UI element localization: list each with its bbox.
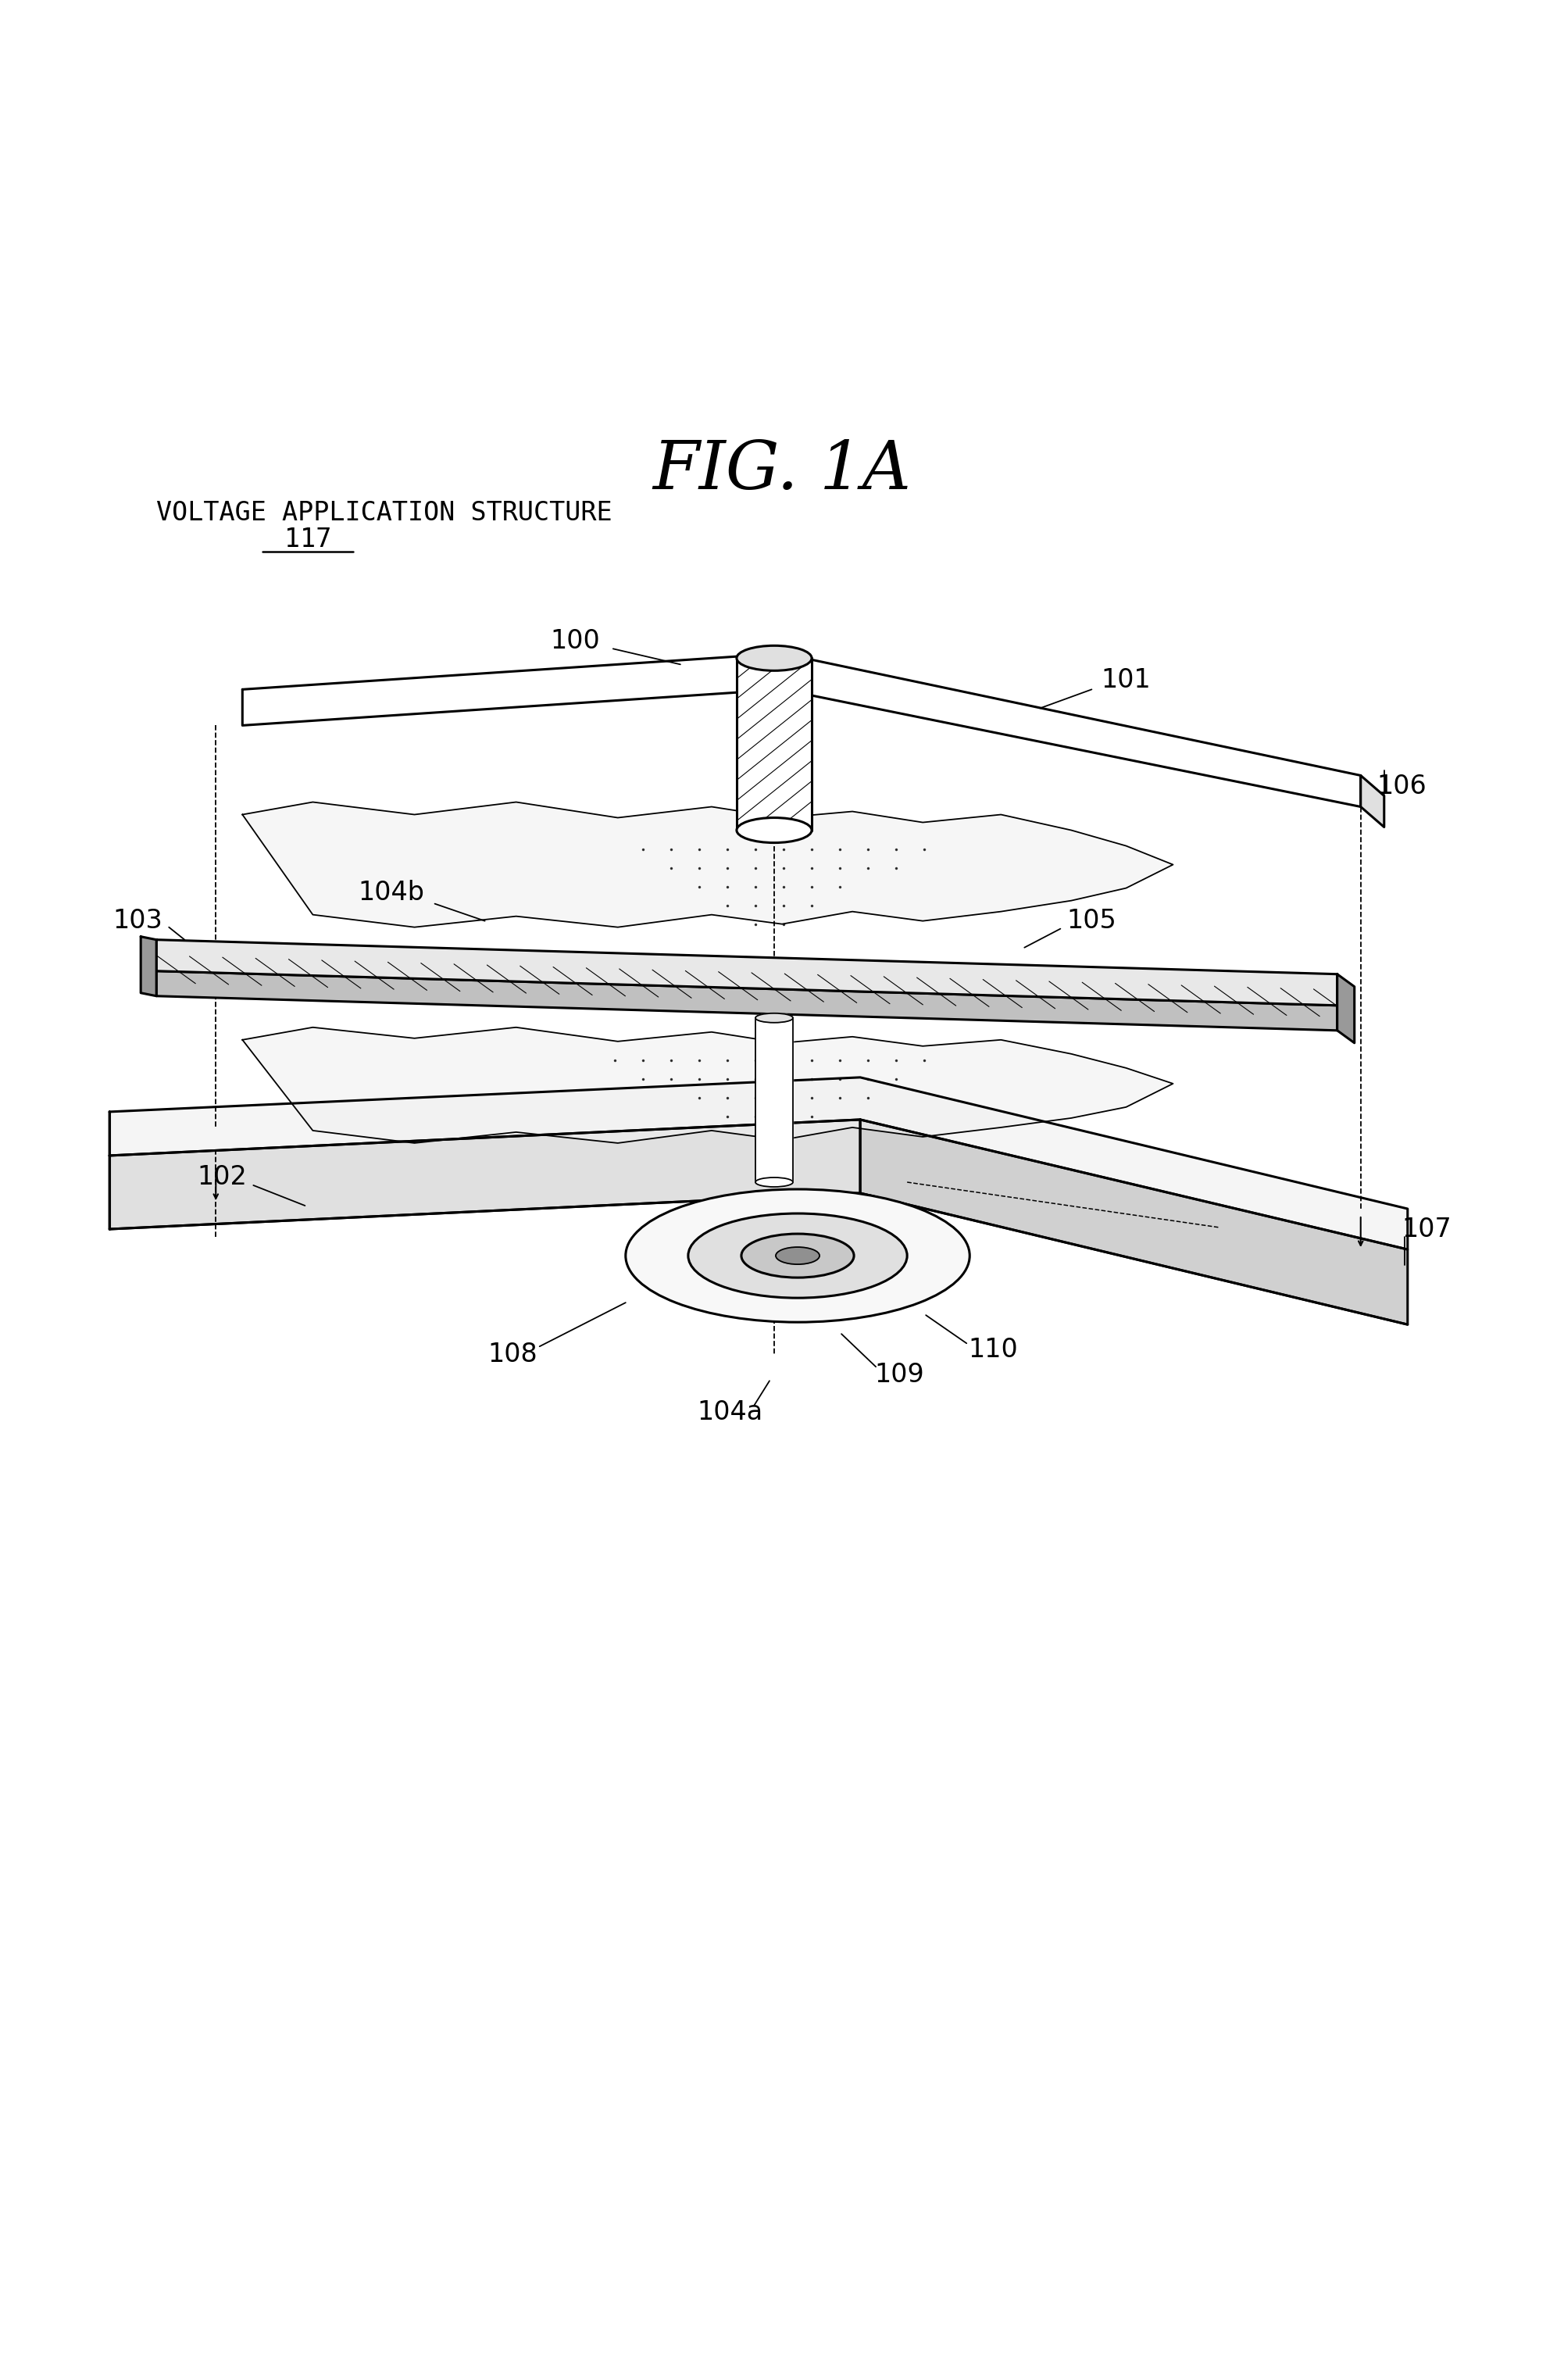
Ellipse shape: [755, 1014, 793, 1023]
Text: 102: 102: [197, 1164, 247, 1190]
Text: 107: 107: [1401, 1216, 1451, 1242]
Ellipse shape: [741, 1233, 854, 1278]
Text: 104a: 104a: [698, 1399, 763, 1426]
Text: 106: 106: [1376, 774, 1426, 800]
Text: 105: 105: [1067, 909, 1117, 933]
Ellipse shape: [737, 819, 812, 843]
Polygon shape: [156, 940, 1337, 1004]
Text: 101: 101: [1101, 666, 1151, 693]
Text: 103: 103: [113, 909, 163, 933]
Text: 110: 110: [968, 1338, 1018, 1361]
Polygon shape: [242, 1028, 1173, 1142]
Polygon shape: [156, 971, 1337, 1031]
Text: 104b: 104b: [358, 881, 424, 907]
Text: VOLTAGE APPLICATION STRUCTURE: VOLTAGE APPLICATION STRUCTURE: [156, 500, 613, 526]
Bar: [755, 1019, 793, 1183]
Polygon shape: [1361, 776, 1384, 828]
Text: FIG. 1A: FIG. 1A: [652, 438, 912, 502]
Polygon shape: [109, 1119, 860, 1228]
Polygon shape: [141, 938, 156, 997]
Ellipse shape: [626, 1190, 970, 1323]
Ellipse shape: [755, 1178, 793, 1188]
Polygon shape: [242, 802, 1173, 928]
Ellipse shape: [688, 1214, 907, 1297]
Ellipse shape: [776, 1247, 820, 1264]
Bar: [737, 659, 812, 831]
Text: 100: 100: [551, 628, 601, 655]
Text: 108: 108: [488, 1342, 538, 1366]
Text: 117: 117: [285, 526, 332, 552]
Polygon shape: [1337, 973, 1354, 1042]
Polygon shape: [860, 1119, 1408, 1326]
Polygon shape: [109, 1078, 1408, 1250]
Text: 109: 109: [874, 1361, 924, 1388]
Ellipse shape: [737, 645, 812, 671]
Polygon shape: [242, 655, 1361, 807]
